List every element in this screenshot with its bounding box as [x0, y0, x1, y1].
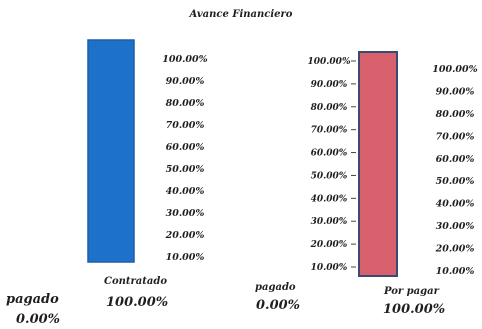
- left-ytick-label: 80.00%: [166, 98, 205, 109]
- left-ytick-label: 90.00%: [166, 76, 205, 87]
- bar-contratado: [87, 39, 135, 263]
- right-chart-outer-ytick-label: 40.00%: [436, 199, 475, 210]
- right-chart-outer-ytick-label: 70.00%: [436, 131, 475, 142]
- left-ytick-label: 50.00%: [166, 164, 205, 175]
- right-chart-inner-ytick-label: 80.00%: [311, 103, 348, 113]
- right-chart-outer-ytick-label: 90.00%: [436, 86, 475, 97]
- chart-title: Avance Financiero: [189, 9, 293, 20]
- por-pagar-label: Por pagar: [384, 286, 439, 297]
- right-chart-outer-ytick-label: 20.00%: [435, 244, 475, 255]
- left-ytick-label: 10.00%: [166, 252, 205, 263]
- right-chart-inner-ytick-label: 100.00%: [308, 57, 351, 67]
- right-chart-outer-ytick-label: 10.00%: [436, 266, 475, 277]
- left-ytick-label: 30.00%: [166, 208, 205, 219]
- left-ytick-label: 100.00%: [162, 54, 207, 65]
- right-chart-inner-ytick-label: 50.00%: [311, 171, 348, 181]
- right-chart-inner-ytick-label: 10.00%: [311, 263, 348, 273]
- contratado-value: 100.00%: [106, 295, 169, 310]
- left-pagado-label: pagado: [6, 292, 59, 307]
- right-chart-inner-ytick-label: 20.00%: [310, 240, 348, 250]
- left-ytick-label: 20.00%: [165, 230, 205, 241]
- right-pagado-label: pagado: [255, 282, 296, 293]
- por-pagar-value: 100.00%: [383, 302, 446, 317]
- right-chart-outer-ytick-label: 50.00%: [436, 176, 475, 187]
- contratado-label: Contratado: [104, 276, 168, 287]
- right-chart-outer-ytick-label: 100.00%: [432, 64, 477, 75]
- right-chart-inner-ytick-label: 90.00%: [311, 80, 348, 90]
- left-ytick-label: 60.00%: [166, 142, 205, 153]
- left-ytick-label: 70.00%: [166, 120, 205, 131]
- right-chart-inner-ytick-label: 40.00%: [311, 194, 348, 204]
- left-pagado-value: 0.00%: [16, 312, 61, 327]
- right-chart-inner-ytick-label: 70.00%: [311, 126, 348, 136]
- bar-por-pagar: [358, 51, 398, 277]
- right-chart-outer-ytick-label: 80.00%: [436, 109, 475, 120]
- right-pagado-value: 0.00%: [256, 298, 301, 313]
- left-ytick-label: 40.00%: [166, 186, 205, 197]
- right-chart-outer-ytick-label: 60.00%: [436, 154, 475, 165]
- right-chart-outer-ytick-label: 30.00%: [436, 221, 475, 232]
- right-chart-inner-ytick-label: 60.00%: [311, 149, 348, 159]
- right-chart-inner-ytick-label: 30.00%: [311, 217, 348, 227]
